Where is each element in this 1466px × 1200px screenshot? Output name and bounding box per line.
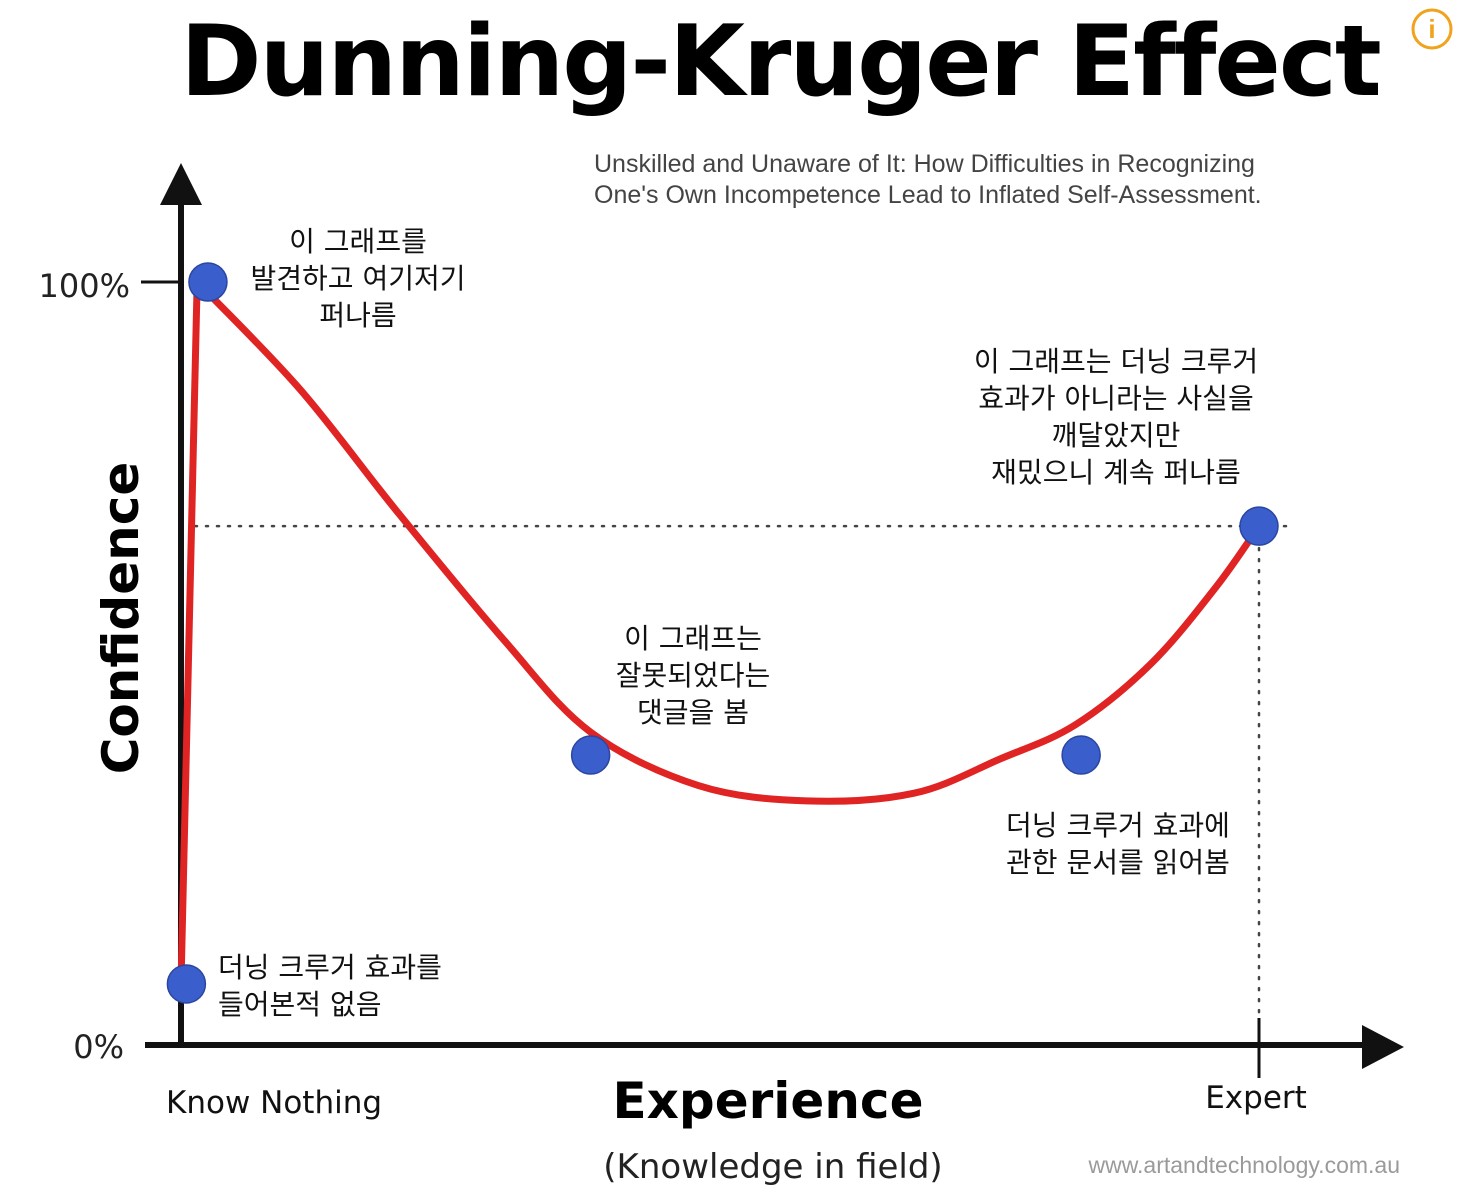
x-tick-label-expert: Expert <box>1205 1080 1307 1116</box>
info-icon-glyph[interactable]: i <box>1428 14 1435 44</box>
y-tick-label-100: 100% <box>39 267 130 305</box>
data-point-2 <box>188 262 228 302</box>
annotation-2-line-2: 발견하고 여기저기 <box>251 262 466 295</box>
annotation-3-line-1: 이 그래프는 <box>624 622 762 655</box>
annotation-1-line-1: 더닝 크루거 효과를 <box>218 951 442 984</box>
x-tick-label-know-nothing: Know Nothing <box>166 1085 382 1121</box>
x-axis-arrow <box>1362 1025 1404 1069</box>
reference-lines <box>193 524 1292 1022</box>
subtitle-line-2: One's Own Incompetence Lead to Inflated … <box>594 181 1262 209</box>
source-credit: www.artandtechnology.com.au <box>1087 1152 1400 1178</box>
annotation-2-line-1: 이 그래프를 <box>289 225 427 258</box>
data-point-4 <box>1061 735 1101 775</box>
y-axis-title: Confidence <box>92 462 150 775</box>
x-axis-title: Experience <box>613 1072 924 1130</box>
chart-title: Dunning-Kruger Effect <box>180 5 1380 119</box>
subtitle-line-1: Unskilled and Unaware of It: How Difficu… <box>594 150 1255 178</box>
x-axis-subtitle: (Knowledge in field) <box>603 1147 942 1187</box>
annotation-3-line-2: 잘못되었다는 <box>616 659 771 692</box>
data-point-3 <box>570 735 611 775</box>
annotation-5-line-4: 재밌으니 계속 퍼나름 <box>991 456 1241 489</box>
annotation-2-line-3: 퍼나름 <box>319 299 396 332</box>
y-tick-label-0: 0% <box>73 1028 124 1066</box>
data-point-5 <box>1239 506 1279 546</box>
y-axis-arrow <box>160 163 202 205</box>
info-icon-circle[interactable] <box>1411 8 1453 50</box>
annotation-4-line-2: 관한 문서를 읽어봄 <box>1006 846 1230 879</box>
data-points <box>166 262 1279 1004</box>
annotation-4-line-1: 더닝 크루거 효과에 <box>1006 809 1230 842</box>
annotation-1-line-2: 들어본적 없음 <box>218 988 381 1021</box>
annotation-5-line-3: 깨달았지만 <box>1052 419 1181 452</box>
annotation-5-line-2: 효과가 아니라는 사실을 <box>978 382 1253 415</box>
info-icon[interactable]: i <box>1411 8 1453 50</box>
annotation-5-line-1: 이 그래프는 더닝 크루거 <box>974 345 1258 378</box>
axes <box>141 163 1404 1078</box>
data-point-1 <box>166 964 207 1004</box>
annotation-3-line-3: 댓글을 봄 <box>637 696 749 729</box>
confidence-curve <box>177 278 1263 988</box>
